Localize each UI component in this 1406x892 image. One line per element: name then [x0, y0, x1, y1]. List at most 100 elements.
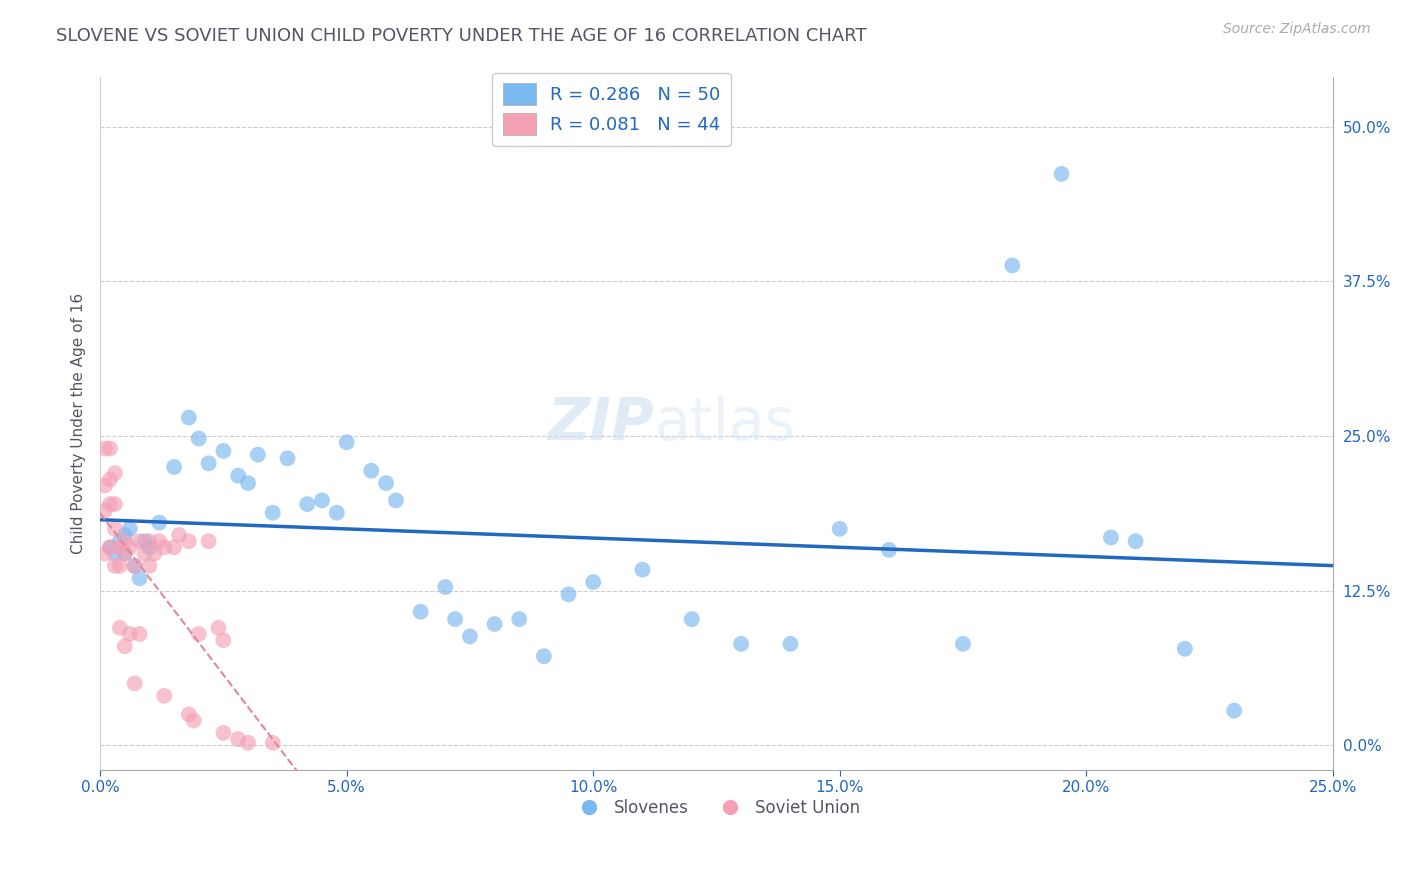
Point	[108, 621, 131, 635]
Point	[212, 726, 235, 740]
Point	[207, 621, 229, 635]
Text: Source: ZipAtlas.com: Source: ZipAtlas.com	[1223, 22, 1371, 37]
Point	[1125, 534, 1147, 549]
Point	[138, 534, 160, 549]
Point	[226, 732, 249, 747]
Point	[118, 522, 141, 536]
Point	[177, 707, 200, 722]
Point	[98, 442, 121, 456]
Point	[631, 563, 654, 577]
Point	[94, 478, 117, 492]
Point	[98, 497, 121, 511]
Point	[108, 558, 131, 573]
Point	[134, 534, 156, 549]
Point	[582, 574, 605, 589]
Point	[681, 612, 703, 626]
Point	[94, 503, 117, 517]
Point	[114, 547, 136, 561]
Point	[262, 506, 284, 520]
Point	[138, 541, 160, 555]
Point	[94, 547, 117, 561]
Text: atlas: atlas	[655, 395, 796, 452]
Point	[226, 468, 249, 483]
Point	[236, 476, 259, 491]
Point	[148, 516, 170, 530]
Point	[183, 714, 205, 728]
Point	[134, 547, 156, 561]
Point	[177, 534, 200, 549]
Point	[148, 534, 170, 549]
Point	[1099, 531, 1122, 545]
Point	[409, 605, 432, 619]
Y-axis label: Child Poverty Under the Age of 16: Child Poverty Under the Age of 16	[72, 293, 86, 554]
Point	[877, 542, 900, 557]
Point	[104, 547, 127, 561]
Point	[114, 528, 136, 542]
Point	[262, 736, 284, 750]
Point	[98, 472, 121, 486]
Point	[434, 580, 457, 594]
Point	[1223, 704, 1246, 718]
Point	[124, 676, 146, 690]
Point	[360, 464, 382, 478]
Point	[1001, 259, 1024, 273]
Point	[163, 460, 186, 475]
Point	[336, 435, 359, 450]
Point	[128, 627, 150, 641]
Point	[98, 541, 121, 555]
Point	[104, 466, 127, 480]
Point	[1174, 641, 1197, 656]
Point	[163, 541, 186, 555]
Point	[138, 558, 160, 573]
Point	[118, 541, 141, 555]
Point	[114, 534, 136, 549]
Point	[187, 627, 209, 641]
Point	[124, 558, 146, 573]
Text: SLOVENE VS SOVIET UNION CHILD POVERTY UNDER THE AGE OF 16 CORRELATION CHART: SLOVENE VS SOVIET UNION CHILD POVERTY UN…	[56, 27, 868, 45]
Point	[104, 558, 127, 573]
Point	[311, 493, 333, 508]
Point	[143, 547, 166, 561]
Point	[124, 558, 146, 573]
Point	[187, 432, 209, 446]
Point	[128, 571, 150, 585]
Point	[114, 640, 136, 654]
Point	[557, 587, 579, 601]
Point	[114, 547, 136, 561]
Point	[236, 736, 259, 750]
Point	[118, 627, 141, 641]
Point	[153, 541, 176, 555]
Point	[167, 528, 190, 542]
Point	[197, 534, 219, 549]
Point	[177, 410, 200, 425]
Point	[297, 497, 319, 511]
Point	[104, 522, 127, 536]
Point	[108, 534, 131, 549]
Point	[1050, 167, 1073, 181]
Point	[533, 649, 555, 664]
Point	[212, 633, 235, 648]
Point	[246, 448, 269, 462]
Point	[94, 442, 117, 456]
Point	[484, 617, 506, 632]
Point	[385, 493, 408, 508]
Point	[444, 612, 467, 626]
Point	[153, 689, 176, 703]
Point	[197, 456, 219, 470]
Point	[458, 629, 481, 643]
Point	[779, 637, 801, 651]
Point	[828, 522, 851, 536]
Point	[276, 451, 298, 466]
Legend: Slovenes, Soviet Union: Slovenes, Soviet Union	[565, 793, 868, 824]
Point	[375, 476, 398, 491]
Point	[104, 497, 127, 511]
Point	[98, 541, 121, 555]
Point	[212, 444, 235, 458]
Point	[952, 637, 974, 651]
Point	[326, 506, 349, 520]
Text: ZIP: ZIP	[548, 395, 655, 452]
Point	[730, 637, 752, 651]
Point	[108, 541, 131, 555]
Point	[128, 534, 150, 549]
Point	[508, 612, 530, 626]
